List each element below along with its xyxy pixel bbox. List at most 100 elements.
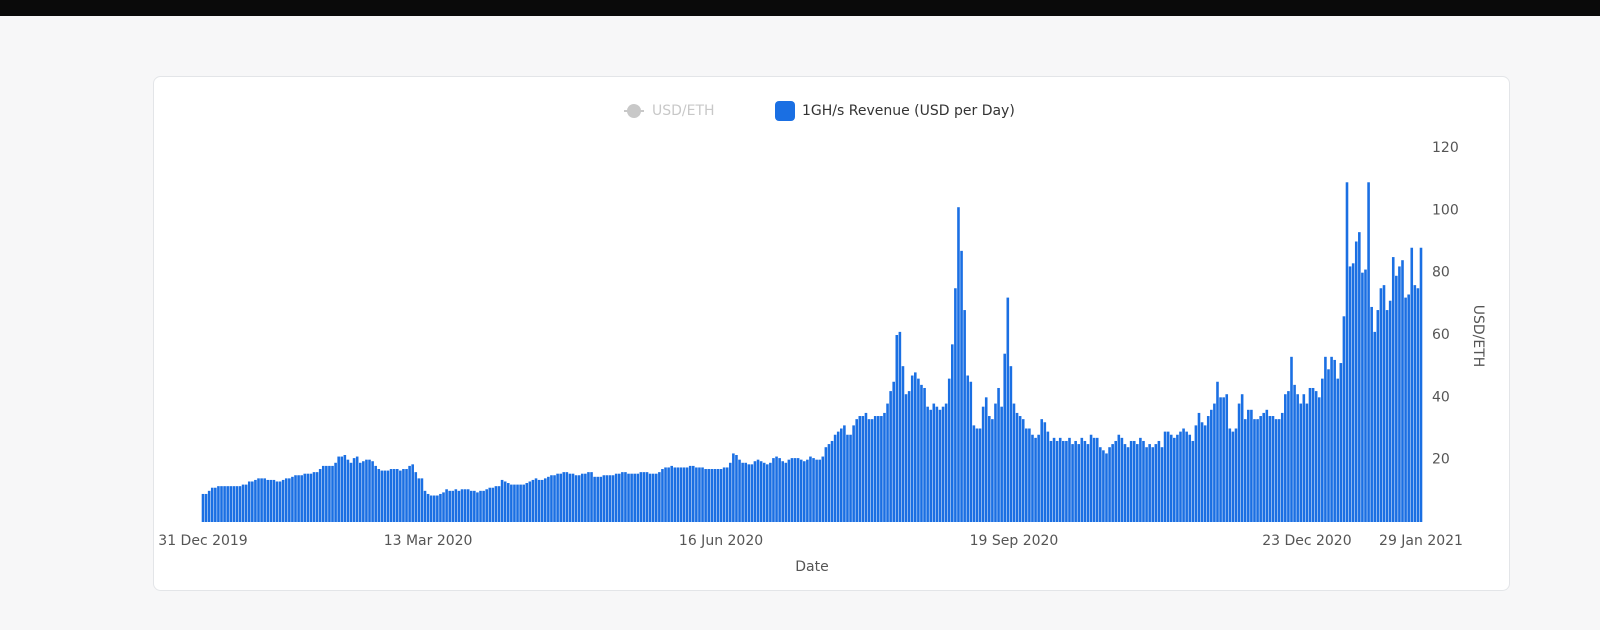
bar <box>1200 422 1204 522</box>
bar <box>815 459 818 522</box>
bar <box>1034 437 1037 522</box>
bar <box>923 387 926 522</box>
bar <box>291 476 294 522</box>
bar <box>867 419 871 522</box>
bar <box>772 458 775 522</box>
bar <box>1361 272 1364 522</box>
x-tick-label: 23 Dec 2020 <box>1262 533 1351 549</box>
bar <box>901 366 905 522</box>
bar <box>787 459 791 522</box>
bar <box>1222 397 1225 522</box>
bar <box>1080 437 1084 522</box>
bar <box>263 478 266 522</box>
bar <box>738 459 741 522</box>
bar <box>223 486 226 522</box>
bar <box>1031 434 1034 522</box>
bar <box>525 483 529 522</box>
legend-swatch[interactable] <box>627 104 641 118</box>
bar <box>321 465 325 522</box>
bar <box>362 461 365 522</box>
bar <box>473 490 476 522</box>
bar <box>781 461 785 522</box>
bar <box>1277 419 1281 522</box>
bar <box>648 473 652 522</box>
bar <box>1046 431 1050 522</box>
bar <box>796 458 800 522</box>
bar <box>1317 397 1321 522</box>
bar <box>315 472 319 522</box>
bar <box>423 490 427 522</box>
bar <box>303 473 307 522</box>
bar <box>479 490 482 522</box>
bar <box>929 409 933 522</box>
bar <box>596 476 599 522</box>
bar <box>1293 384 1296 522</box>
bar <box>1197 412 1201 522</box>
bar <box>769 462 772 522</box>
bar <box>537 479 541 522</box>
bar <box>352 458 356 522</box>
bar <box>670 465 673 522</box>
bar <box>1142 440 1145 522</box>
bar <box>883 412 886 522</box>
bar <box>1225 394 1229 522</box>
bar <box>1213 403 1216 522</box>
bar <box>429 495 433 522</box>
bar <box>1191 440 1195 522</box>
bar <box>975 428 979 522</box>
bar <box>543 478 547 522</box>
bar <box>978 428 982 522</box>
bar <box>947 378 951 522</box>
legend-label[interactable]: USD/ETH <box>652 103 715 119</box>
bar <box>1099 447 1102 522</box>
bar <box>750 464 754 522</box>
bar <box>1169 434 1173 522</box>
bar <box>587 472 590 522</box>
bar <box>1203 425 1207 522</box>
bar <box>553 475 556 522</box>
top-bar <box>0 0 1600 16</box>
bar <box>1265 409 1269 522</box>
bar <box>1185 431 1188 522</box>
bar <box>1395 275 1398 522</box>
bar <box>1015 412 1019 522</box>
bar <box>695 467 698 522</box>
bar <box>454 489 458 522</box>
bar <box>1040 419 1044 522</box>
bar <box>855 419 859 522</box>
legend-swatch[interactable] <box>775 101 795 121</box>
bar <box>1290 356 1293 522</box>
bar <box>1028 428 1031 522</box>
bar <box>491 487 495 522</box>
bar <box>288 478 291 522</box>
bar <box>691 465 695 522</box>
bar <box>1188 434 1192 522</box>
bar <box>1166 431 1170 522</box>
bar <box>334 462 337 522</box>
legend-label[interactable]: 1GH/s Revenue (USD per Day) <box>802 103 1015 119</box>
bar <box>818 459 822 522</box>
bar <box>682 467 686 522</box>
bar <box>574 475 578 522</box>
bar <box>621 472 624 522</box>
bar <box>1262 412 1266 522</box>
bar <box>624 472 627 522</box>
bar <box>1000 406 1003 522</box>
bar <box>676 467 680 522</box>
bar <box>278 481 282 522</box>
bar <box>926 406 929 522</box>
bar <box>778 458 781 522</box>
bar <box>889 391 892 522</box>
x-axis-title: Date <box>795 559 828 575</box>
bar <box>436 495 439 522</box>
bar <box>1021 419 1025 522</box>
bar <box>556 473 559 522</box>
bar <box>217 486 220 522</box>
bar <box>839 428 843 522</box>
bar <box>386 470 390 522</box>
bar <box>639 472 643 522</box>
bar <box>1240 394 1244 522</box>
bar <box>408 465 411 522</box>
bar <box>374 465 377 522</box>
